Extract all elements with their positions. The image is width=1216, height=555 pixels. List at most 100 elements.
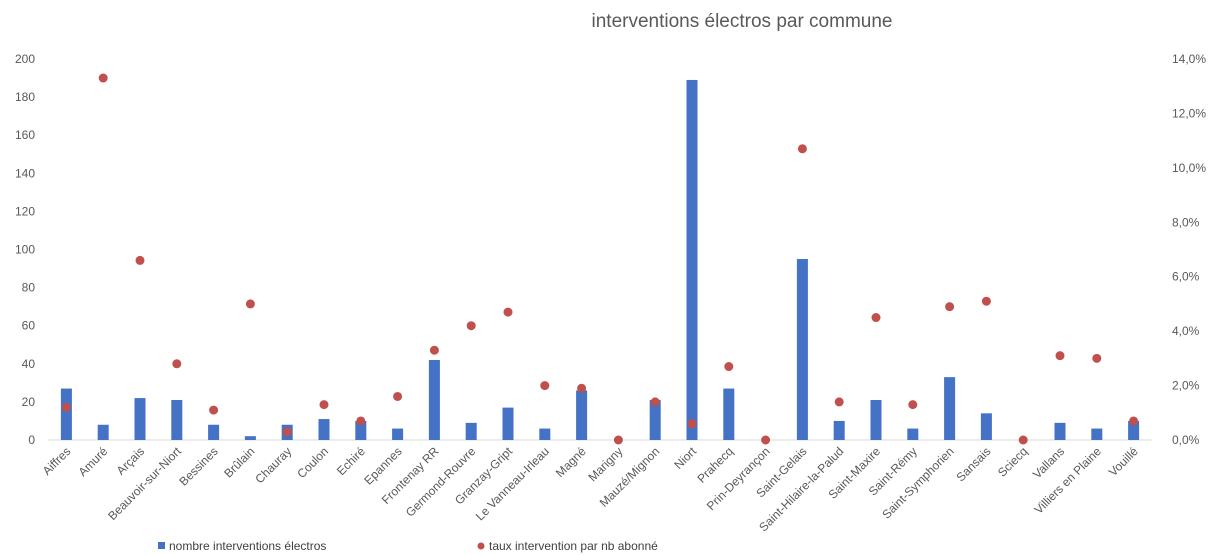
bar: [208, 424, 220, 440]
point: [540, 381, 550, 391]
point: [356, 416, 366, 426]
bar: [392, 428, 404, 440]
bar: [870, 399, 882, 440]
right-axis: 0,0% 2,0% 4,0% 6,0% 8,0% 10,0% 12,0% 14,0%: [1172, 52, 1206, 447]
bar: [944, 377, 956, 440]
x-axis-tick: Sciecq: [995, 444, 1030, 479]
point: [871, 313, 881, 323]
x-axis-labels: Aiffres Amuré ArçaisBeauvoir-sur-NiortBess…: [40, 444, 1141, 535]
right-axis-tick: 6,0%: [1172, 270, 1200, 284]
right-axis-tick: 4,0%: [1172, 324, 1200, 338]
point: [503, 307, 513, 317]
point: [209, 405, 219, 415]
bar: [134, 398, 146, 440]
point: [429, 345, 439, 355]
point-series: [61, 73, 1139, 445]
point: [945, 302, 955, 312]
bar: [1054, 422, 1066, 440]
x-axis-tick: Magné: [553, 444, 589, 480]
x-axis-tick: Aiffres: [40, 444, 74, 478]
left-axis-tick: 180: [15, 90, 35, 104]
bar: [576, 390, 588, 440]
left-axis-tick: 120: [15, 204, 35, 218]
x-axis-tick: Amuré: [75, 444, 110, 479]
x-axis-tick: Coulon: [294, 444, 331, 481]
x-axis-tick: Chauray: [252, 444, 294, 486]
x-axis-tick: Sansais: [953, 444, 993, 484]
point: [135, 255, 145, 265]
bar: [465, 422, 477, 440]
point: [981, 296, 991, 306]
point: [393, 391, 403, 401]
point: [466, 321, 476, 331]
bar: [833, 420, 845, 440]
point: [1018, 435, 1028, 445]
left-axis: 0 20 40 60 80 100 120 140 160 180 200: [15, 52, 35, 447]
right-axis-tick: 12,0%: [1172, 106, 1206, 120]
point: [761, 435, 771, 445]
bar: [428, 359, 440, 440]
point: [613, 435, 623, 445]
point: [245, 299, 255, 309]
bar: [539, 428, 551, 440]
point: [834, 397, 844, 407]
left-axis-tick: 0: [28, 433, 35, 447]
x-axis-tick: Echiré: [334, 444, 368, 478]
x-axis-tick: Arçais: [114, 444, 147, 477]
bar: [686, 79, 698, 440]
point: [1055, 351, 1065, 361]
left-axis-tick: 80: [22, 281, 36, 295]
bar: [318, 419, 330, 440]
bar: [355, 420, 367, 440]
right-axis-tick: 14,0%: [1172, 52, 1206, 66]
bar: [723, 388, 735, 440]
left-axis-tick: 140: [15, 166, 35, 180]
bar: [907, 428, 919, 440]
point: [577, 383, 587, 393]
legend: nombre interventions électros taux inter…: [158, 539, 658, 553]
left-axis-tick: 100: [15, 243, 35, 257]
bar: [60, 388, 72, 440]
point: [1129, 416, 1139, 426]
x-axis-tick: Bessines: [176, 444, 220, 488]
legend-point-swatch: [477, 542, 485, 550]
point: [724, 362, 734, 372]
legend-bar-label: nombre interventions électros: [169, 539, 326, 553]
left-axis-tick: 60: [22, 319, 36, 333]
right-axis-tick: 10,0%: [1172, 161, 1206, 175]
point: [282, 427, 292, 437]
point: [797, 144, 807, 154]
bar: [980, 413, 992, 440]
right-axis-tick: 2,0%: [1172, 379, 1200, 393]
left-axis-tick: 160: [15, 128, 35, 142]
point: [650, 397, 660, 407]
bar: [649, 399, 661, 440]
x-axis-tick: Villiers en Plaine: [1031, 444, 1104, 517]
x-axis-tick: Brûlain: [221, 444, 257, 480]
left-axis-tick: 40: [22, 357, 36, 371]
point: [687, 419, 697, 429]
bar: [244, 436, 256, 440]
point: [319, 400, 329, 410]
right-axis-tick: 8,0%: [1172, 215, 1200, 229]
point: [1092, 353, 1102, 363]
legend-point-label: taux intervention par nb abonné: [489, 539, 658, 553]
point: [61, 402, 71, 412]
bar: [171, 399, 183, 440]
x-axis-tick: Vouillé: [1106, 444, 1141, 479]
right-axis-tick: 0,0%: [1172, 433, 1200, 447]
point: [908, 400, 918, 410]
point: [172, 359, 182, 369]
bar-series: [60, 79, 1140, 440]
x-axis-tick: Prin-Deyrançon: [704, 444, 773, 513]
bar: [1128, 420, 1140, 440]
left-axis-tick: 20: [22, 395, 36, 409]
left-axis-tick: 200: [15, 52, 35, 66]
legend-bar-swatch: [158, 542, 165, 549]
bar: [796, 259, 808, 440]
point: [98, 73, 108, 83]
bar: [97, 424, 109, 440]
chart-title: interventions électros par commune: [592, 11, 893, 32]
bar: [1091, 428, 1103, 440]
